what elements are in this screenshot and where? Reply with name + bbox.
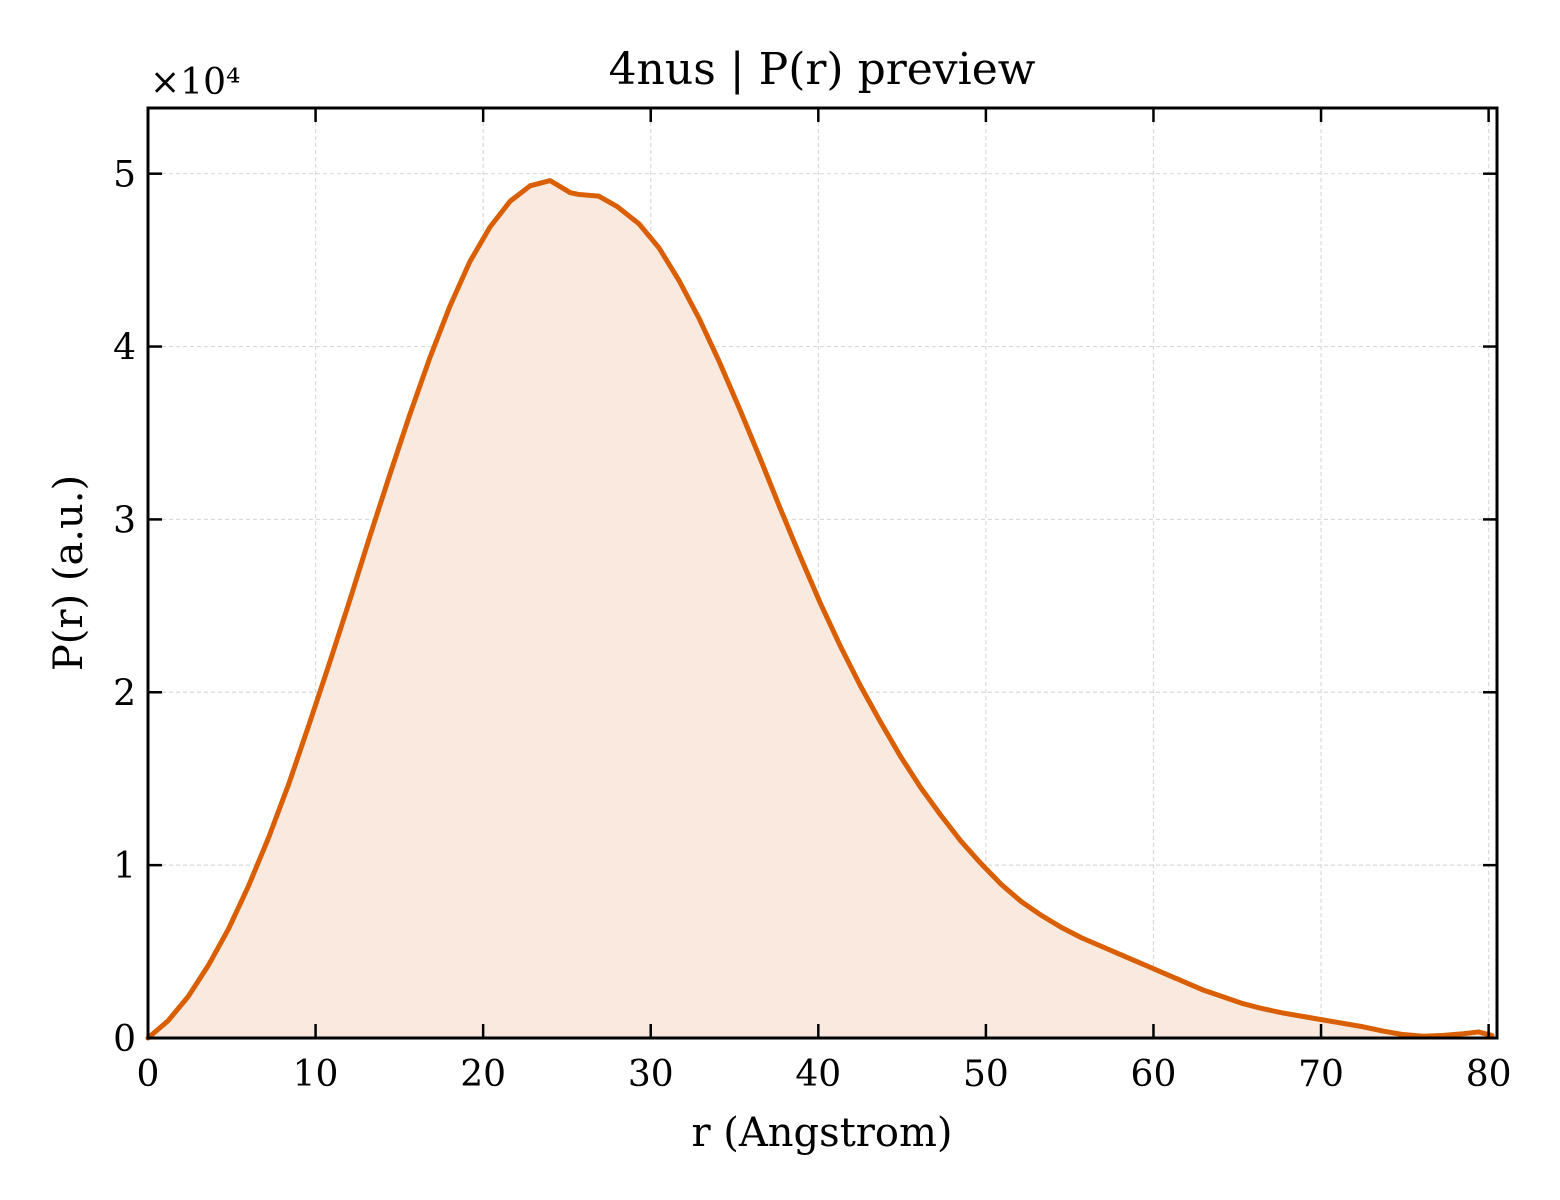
x-axis-label: r (Angstrom): [691, 1110, 952, 1156]
x-tick-label: 40: [795, 1054, 841, 1095]
x-tick-label: 30: [628, 1054, 674, 1095]
y-axis-label: P(r) (a.u.): [46, 475, 92, 671]
plot-frame: [146, 106, 1499, 1040]
x-tick-label: 10: [293, 1054, 339, 1095]
x-tick-label: 20: [460, 1054, 506, 1095]
y-tick-label: 3: [113, 500, 136, 541]
x-tick-labels: 0 10 20 30 40 50 60 70 80: [137, 1054, 1512, 1095]
chart-title: 4nus | P(r) preview: [609, 44, 1036, 95]
y-tick-label: 4: [113, 328, 136, 369]
y-axis-multiplier: ×10⁴: [150, 62, 240, 103]
x-tick-label: 50: [963, 1054, 1009, 1095]
y-tick-label: 0: [113, 1019, 136, 1060]
x-tick-label: 60: [1131, 1054, 1177, 1095]
y-tick-label: 1: [113, 846, 136, 887]
x-tick-label: 70: [1298, 1054, 1344, 1095]
series-line: [145, 178, 1495, 1041]
x-tick-label: 0: [137, 1054, 160, 1095]
y-tick-label: 2: [113, 673, 136, 714]
y-tick-labels: 0 1 2 3 4 5: [113, 155, 136, 1060]
y-tick-label: 5: [113, 155, 136, 196]
x-tick-label: 80: [1466, 1054, 1512, 1095]
area-fill: [148, 180, 1492, 1039]
